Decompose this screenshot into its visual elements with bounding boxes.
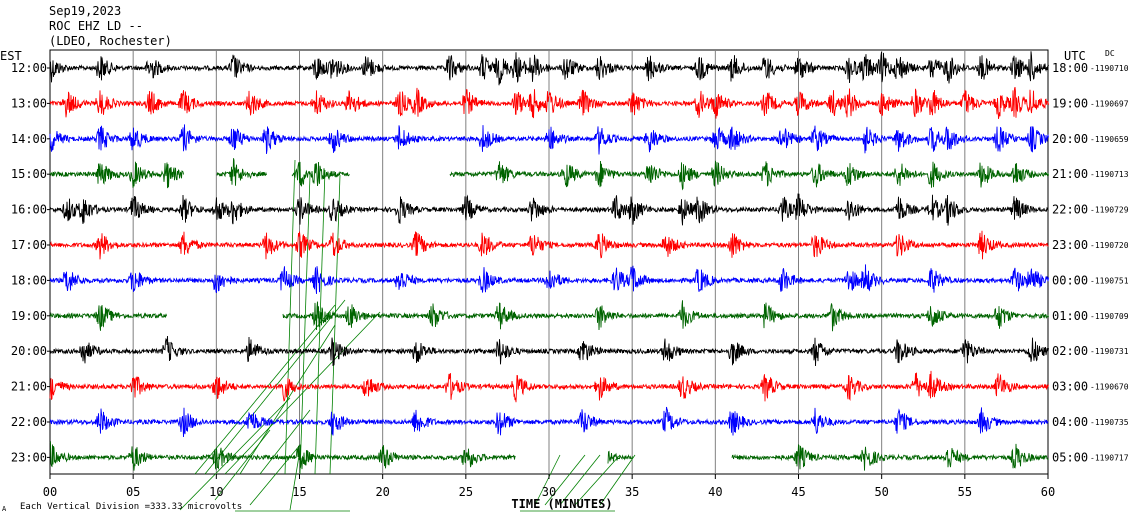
x-tick-label: 60: [1041, 485, 1055, 499]
utc-time-label: 00:00: [1052, 273, 1088, 287]
header-station: ROC EHZ LD --: [49, 19, 143, 33]
overlay-line: [284, 159, 296, 475]
trace-row: [49, 335, 1049, 367]
utc-time-label: 02:00: [1052, 344, 1088, 358]
minute-grid: [49, 49, 1049, 475]
header-date: Sep19,2023: [49, 4, 121, 18]
trace-row: [49, 158, 1049, 191]
est-time-label: 20:00: [11, 344, 47, 358]
trace-row: [49, 230, 1049, 260]
overlay-line: [574, 454, 621, 506]
x-tick-label: 55: [958, 485, 972, 499]
est-time-label: 15:00: [11, 167, 47, 181]
est-time-label: 19:00: [11, 309, 47, 323]
x-tick-label: 40: [708, 485, 722, 499]
x-tick-label: 10: [209, 485, 223, 499]
x-axis-label: TIME (MINUTES): [511, 497, 612, 511]
dc-offset-label: -1190720: [1090, 241, 1129, 250]
dc-offset-label: -1190697: [1090, 99, 1129, 108]
est-time-label: 21:00: [11, 380, 47, 394]
trace-row: [49, 300, 1049, 332]
dc-offset-label: -1190710: [1090, 64, 1129, 73]
est-time-label: 22:00: [11, 415, 47, 429]
x-tick-label: 00: [43, 485, 57, 499]
utc-time-label: 23:00: [1052, 238, 1088, 252]
est-time-label: 13:00: [11, 96, 47, 110]
est-time-label: 17:00: [11, 238, 47, 252]
utc-time-label: 22:00: [1052, 203, 1088, 217]
left-axis-label: EST: [0, 49, 22, 63]
x-tick-label: 35: [625, 485, 639, 499]
est-time-label: 16:00: [11, 203, 47, 217]
trace-row: [49, 406, 1049, 438]
utc-time-label: 21:00: [1052, 167, 1088, 181]
trace-row: [49, 193, 1049, 226]
trace-row: [49, 124, 1049, 155]
trace-row: [49, 86, 1049, 119]
est-time-label: 23:00: [11, 450, 47, 464]
est-time-label: 14:00: [11, 132, 47, 146]
dc-offset-label: -1190709: [1090, 312, 1129, 321]
trace-row: [49, 51, 1049, 86]
x-tick-label: 50: [874, 485, 888, 499]
x-tick-label: 15: [292, 485, 306, 499]
scale-value: 333.33 microvolts: [150, 502, 242, 512]
dc-offset-label: -1190729: [1090, 206, 1129, 215]
header-network: (LDEO, Rochester): [49, 34, 172, 48]
overlay-line: [194, 304, 336, 475]
utc-time-label: 19:00: [1052, 96, 1088, 110]
overlay-line: [299, 174, 311, 475]
x-axis-ticks: 00 05 10 15 20 25 30 35 40 45 50 55 60: [43, 474, 1055, 499]
overlay-line: [249, 444, 301, 506]
x-tick-label: 45: [791, 485, 805, 499]
seismic-traces: [49, 51, 1049, 471]
corner-mark: A: [2, 505, 7, 513]
x-tick-label: 20: [375, 485, 389, 499]
utc-time-label: 04:00: [1052, 415, 1088, 429]
utc-time-label: 03:00: [1052, 380, 1088, 394]
overlay-line: [534, 454, 561, 506]
utc-time-label: 01:00: [1052, 309, 1088, 323]
right-axis-label: UTC: [1064, 49, 1086, 63]
dc-offset-label: -1190731: [1090, 347, 1129, 356]
dc-label: DC: [1105, 49, 1115, 58]
est-time-label: 18:00: [11, 273, 47, 287]
x-tick-label: 05: [126, 485, 140, 499]
overlay-line: [289, 449, 301, 511]
trace-row: [49, 264, 1049, 294]
dc-offset-label: -1190735: [1090, 418, 1129, 427]
x-tick-label: 25: [459, 485, 473, 499]
dc-offset-label: -1190659: [1090, 135, 1129, 144]
overlay-line: [599, 454, 636, 506]
dc-offset-label: -1190670: [1090, 383, 1129, 392]
dc-offset-label: -1190751: [1090, 276, 1129, 285]
utc-time-label: 05:00: [1052, 450, 1088, 464]
est-time-label: 12:00: [11, 61, 47, 75]
trace-row: [49, 441, 1049, 471]
utc-time-label: 20:00: [1052, 132, 1088, 146]
overlay-line: [544, 454, 586, 506]
trace-row: [49, 370, 1049, 403]
overlay-line: [179, 397, 291, 511]
x-tick-label: 30: [542, 485, 556, 499]
overlay-line: [559, 454, 601, 506]
dc-offset-label: -1190713: [1090, 170, 1129, 179]
dc-offset-label: -1190717: [1090, 453, 1129, 462]
overlay-line: [214, 429, 271, 501]
scale-note: Each Vertical Division =: [20, 502, 151, 512]
utc-time-label: 18:00: [1052, 61, 1088, 75]
